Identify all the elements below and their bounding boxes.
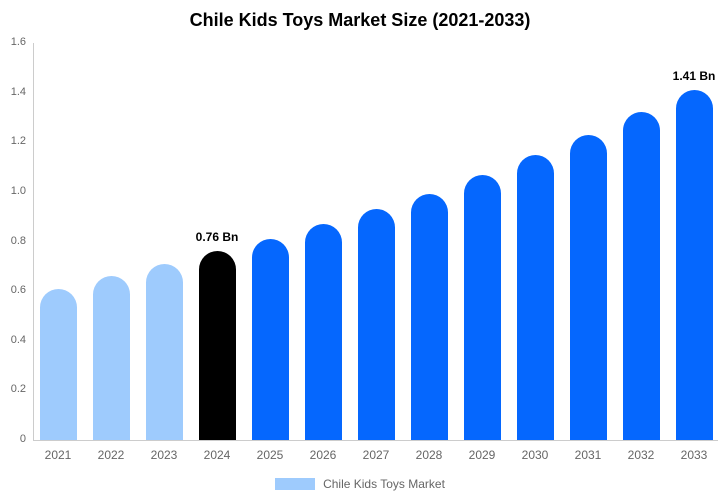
bar-2032[interactable] bbox=[622, 112, 660, 440]
x-tick-label: 2027 bbox=[362, 448, 390, 462]
bar-2028[interactable] bbox=[410, 194, 448, 440]
bar-2030[interactable] bbox=[516, 154, 554, 440]
y-tick-label: 0 bbox=[19, 433, 26, 445]
y-tick-label: 0.4 bbox=[10, 333, 26, 346]
bar-2025[interactable] bbox=[251, 239, 289, 440]
bar-2033[interactable] bbox=[675, 90, 713, 440]
x-tick-label: 2028 bbox=[415, 448, 443, 462]
x-tick-label: 2026 bbox=[309, 448, 337, 462]
bar-2027[interactable] bbox=[357, 209, 395, 440]
x-tick-label: 2025 bbox=[256, 448, 284, 462]
x-tick-label: 2029 bbox=[468, 448, 496, 462]
y-tick-label: 0.8 bbox=[10, 234, 26, 247]
x-tick-label: 2022 bbox=[97, 448, 125, 462]
y-tick-label: 1.6 bbox=[10, 36, 26, 48]
bar-2021[interactable] bbox=[39, 288, 77, 440]
y-tick-label: 0.6 bbox=[10, 284, 26, 297]
legend: Chile Kids Toys Market bbox=[0, 477, 720, 491]
plot-area: 0.76 Bn 1.41 Bn bbox=[33, 43, 718, 441]
x-tick-label: 2021 bbox=[44, 448, 72, 462]
x-tick-label: 2024 bbox=[203, 448, 231, 462]
chart-title: Chile Kids Toys Market Size (2021-2033) bbox=[189, 10, 531, 30]
x-tick-label: 2030 bbox=[521, 448, 549, 462]
bar-2026[interactable] bbox=[304, 224, 342, 440]
bar-2024[interactable] bbox=[198, 251, 236, 440]
bar-2022[interactable] bbox=[92, 276, 130, 440]
y-tick-label: 1.2 bbox=[10, 135, 26, 148]
legend-item[interactable]: Chile Kids Toys Market bbox=[275, 477, 445, 491]
y-tick-label: 1.0 bbox=[10, 184, 26, 197]
y-tick-label: 1.4 bbox=[10, 85, 26, 98]
x-tick-label: 2031 bbox=[574, 448, 602, 462]
bar-2031[interactable] bbox=[569, 134, 607, 440]
bar-2023[interactable] bbox=[145, 263, 183, 440]
legend-label: Chile Kids Toys Market bbox=[323, 477, 445, 491]
x-tick-label: 2033 bbox=[680, 448, 708, 462]
bar-value-label: 1.41 Bn bbox=[672, 69, 716, 84]
legend-swatch bbox=[275, 478, 316, 490]
bar-2029[interactable] bbox=[463, 174, 501, 440]
bar-value-label: 0.76 Bn bbox=[195, 230, 239, 245]
x-tick-label: 2032 bbox=[627, 448, 655, 462]
x-tick-label: 2023 bbox=[150, 448, 178, 462]
y-tick-label: 0.2 bbox=[10, 383, 26, 396]
